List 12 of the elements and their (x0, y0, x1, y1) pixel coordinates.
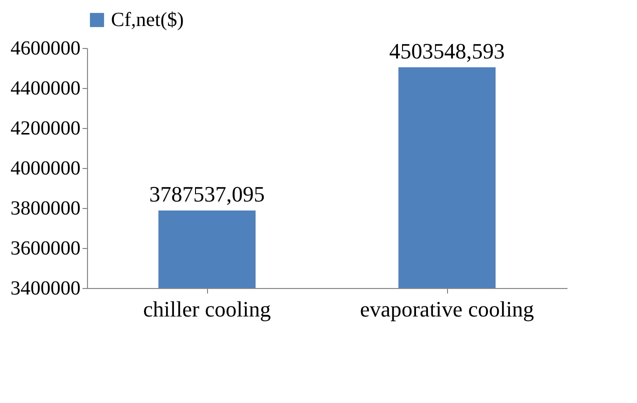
y-tick-label: 3600000 (10, 238, 80, 260)
data-label: 4503548,593 (389, 38, 505, 64)
x-tick-label: chiller cooling (143, 296, 271, 322)
y-tick-label: 4400000 (10, 78, 80, 100)
y-tick-label: 4000000 (10, 158, 80, 180)
x-tick-label: evaporative cooling (360, 296, 534, 322)
legend-label: Cf,net($) (111, 9, 184, 31)
y-tick-label: 4200000 (10, 118, 80, 140)
y-tick-label: 3400000 (10, 278, 80, 300)
data-label: 3787537,095 (149, 181, 265, 206)
y-tick-label: 3800000 (10, 198, 80, 220)
y-tick-label: 4600000 (10, 38, 80, 60)
